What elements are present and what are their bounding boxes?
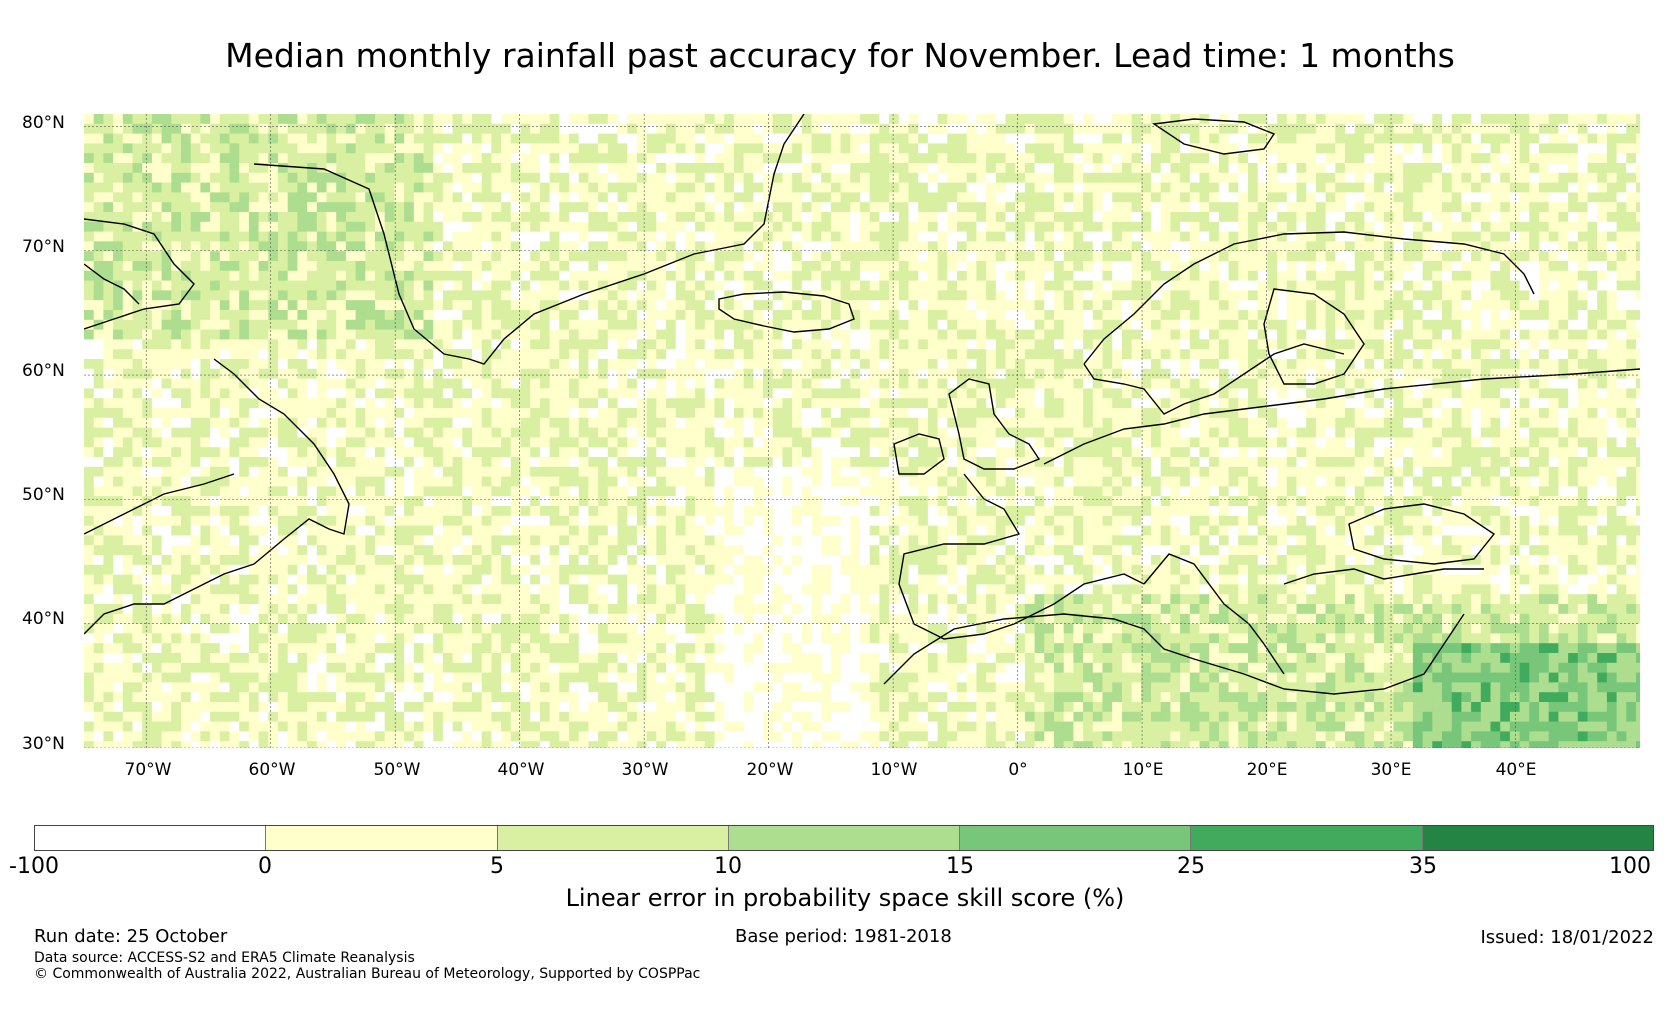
- colorbar-segment: [266, 826, 498, 850]
- lon-label-10w: 10°W: [870, 760, 918, 780]
- coastlines: [84, 114, 1640, 695]
- colorbar: [34, 825, 1654, 851]
- lat-label-40n: 40°N: [22, 609, 65, 629]
- skill-score-map: [84, 114, 1640, 748]
- colorbar-segment: [960, 826, 1192, 850]
- map-title: Median monthly rainfall past accuracy fo…: [225, 36, 1455, 75]
- colorbar-tick: 5: [490, 854, 504, 879]
- copyright: © Commonwealth of Australia 2022, Austra…: [34, 966, 701, 982]
- lon-label-60w: 60°W: [248, 760, 296, 780]
- lon-label-30e: 30°E: [1370, 760, 1412, 780]
- colorbar-tick: 0: [258, 854, 272, 879]
- skill-score-grid: [84, 114, 1640, 748]
- lon-label-0: 0°: [1008, 760, 1028, 780]
- colorbar-tick: 25: [1177, 854, 1205, 879]
- data-source: Data source: ACCESS-S2 and ERA5 Climate …: [34, 950, 415, 966]
- graticule: [84, 114, 1640, 748]
- run-date: Run date: 25 October: [34, 926, 228, 947]
- lon-label-20e: 20°E: [1246, 760, 1288, 780]
- lat-label-50n: 50°N: [22, 485, 65, 505]
- colorbar-segment: [1422, 826, 1653, 850]
- lon-label-40e: 40°E: [1495, 760, 1537, 780]
- colorbar-segment: [35, 826, 267, 850]
- lon-label-30w: 30°W: [621, 760, 669, 780]
- lat-label-30n: 30°N: [22, 734, 65, 754]
- colorbar-segment: [497, 826, 729, 850]
- issued-date: Issued: 18/01/2022: [1480, 927, 1654, 948]
- lat-label-60n: 60°N: [22, 361, 65, 381]
- lon-label-50w: 50°W: [373, 760, 421, 780]
- lon-label-40w: 40°W: [497, 760, 545, 780]
- colorbar-tick: 10: [714, 854, 742, 879]
- base-period: Base period: 1981-2018: [735, 926, 952, 947]
- lon-label-10e: 10°E: [1122, 760, 1164, 780]
- colorbar-tick: 35: [1409, 854, 1437, 879]
- lon-label-20w: 20°W: [746, 760, 794, 780]
- lon-label-70w: 70°W: [124, 760, 172, 780]
- lat-label-70n: 70°N: [22, 237, 65, 257]
- map-canvas: [84, 114, 1640, 748]
- colorbar-tick: 100: [1609, 854, 1651, 879]
- lat-label-80n: 80°N: [22, 113, 65, 133]
- colorbar-segment: [1191, 826, 1423, 850]
- colorbar-tick: 15: [946, 854, 974, 879]
- colorbar-tick: -100: [9, 854, 59, 879]
- colorbar-segment: [728, 826, 961, 850]
- colorbar-label: Linear error in probability space skill …: [565, 884, 1125, 912]
